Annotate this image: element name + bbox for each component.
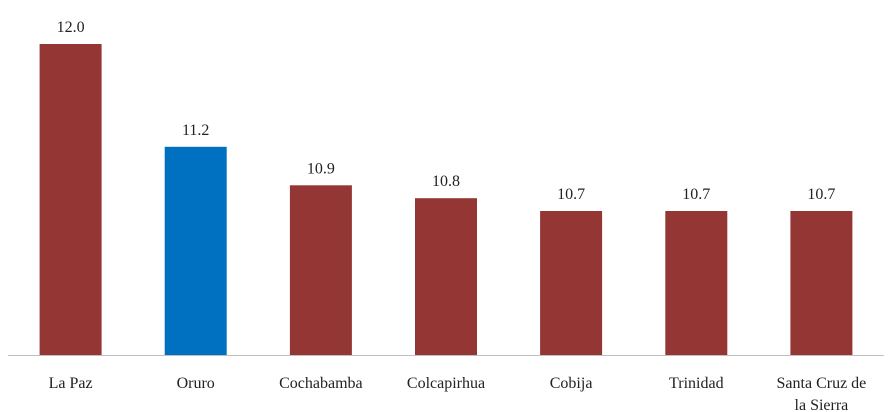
- bar-cochabamba: [289, 185, 352, 355]
- category-label: Santa Cruz de la Sierra: [777, 375, 867, 412]
- value-label: 11.2: [182, 122, 209, 139]
- category-label: Cochabamba: [279, 375, 363, 392]
- value-label: 10.7: [557, 186, 585, 203]
- bar-trinidad: [665, 211, 728, 355]
- bar-colcapirhua: [415, 198, 477, 355]
- category-label: Cobija: [550, 375, 593, 392]
- category-label: Trinidad: [669, 375, 724, 392]
- category-label: Oruro: [177, 375, 215, 392]
- bar-oruro: [164, 146, 227, 355]
- bars-group: [39, 44, 853, 355]
- bar-santa-cruz-de-la-sierra: [790, 211, 853, 355]
- category-labels-group: La Paz Oruro Cochabamba Colcapirhua Cobija Tr…: [49, 375, 867, 412]
- bar-la-paz: [39, 44, 102, 355]
- category-label: Colcapirhua: [407, 375, 485, 392]
- value-label: 12.0: [57, 19, 85, 36]
- bar-cobija: [540, 211, 603, 355]
- value-label: 10.7: [807, 186, 835, 203]
- value-labels-group: 12.0 11.2 10.9 10.8 10.7 10.7 10.7: [57, 19, 836, 203]
- value-label: 10.9: [307, 160, 335, 177]
- value-label: 10.7: [682, 186, 710, 203]
- value-label: 10.8: [432, 173, 460, 190]
- category-label: La Paz: [49, 375, 93, 392]
